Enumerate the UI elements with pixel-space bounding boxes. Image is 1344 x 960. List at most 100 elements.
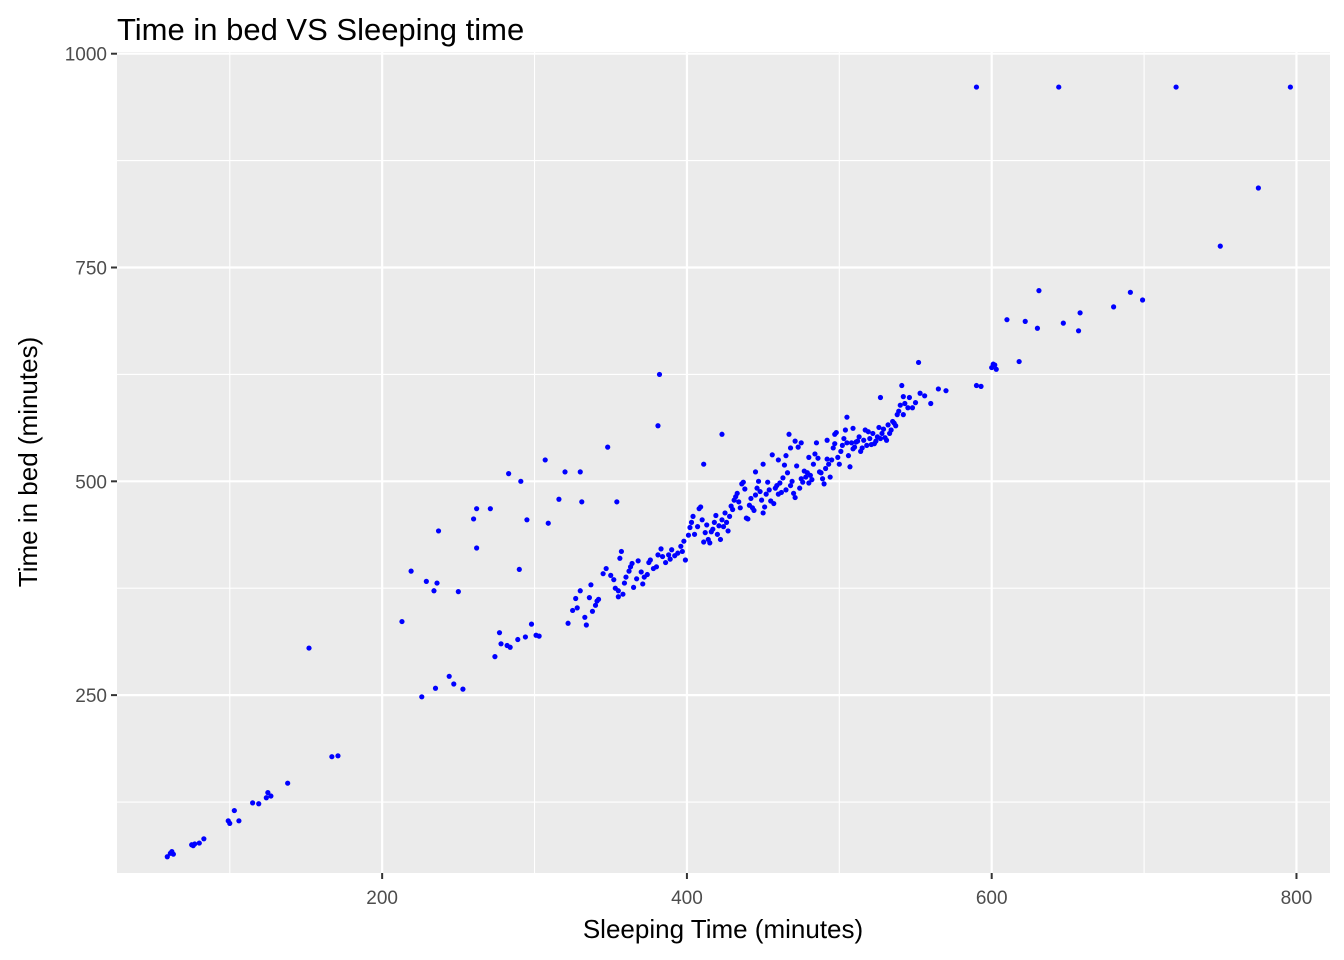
axis-ticks (111, 52, 1298, 879)
data-point (600, 571, 606, 577)
data-point (850, 425, 856, 431)
data-point (812, 451, 818, 457)
data-point (644, 571, 650, 578)
data-point (848, 440, 855, 446)
data-point (615, 588, 621, 594)
data-point (740, 479, 746, 485)
data-point (841, 435, 847, 442)
data-point (745, 516, 751, 522)
data-point (827, 474, 833, 480)
x-axis-title: Sleeping Time (minutes) (583, 914, 863, 944)
data-point (265, 790, 271, 796)
data-point (1022, 318, 1028, 324)
data-point (734, 490, 740, 496)
data-point (635, 558, 641, 564)
data-point (748, 495, 754, 502)
data-point (798, 440, 804, 446)
data-point (1287, 84, 1293, 90)
data-point (611, 577, 617, 583)
data-point (867, 435, 873, 442)
data-point (694, 524, 701, 530)
data-point (231, 807, 237, 814)
data-point (498, 641, 504, 647)
data-point (621, 580, 628, 586)
data-point (565, 620, 571, 626)
data-point (614, 499, 620, 505)
data-point (830, 445, 836, 451)
data-point (880, 426, 887, 432)
data-point (487, 506, 493, 512)
data-point (992, 362, 998, 368)
data-point (170, 851, 176, 857)
data-point (900, 394, 906, 400)
data-point (737, 505, 743, 511)
data-point (790, 490, 797, 496)
data-point (574, 605, 580, 611)
data-point (836, 461, 842, 467)
data-point (716, 523, 722, 529)
y-tick-label: 750 (75, 259, 107, 280)
data-point (707, 540, 713, 546)
data-point (685, 532, 692, 538)
data-point (710, 526, 716, 532)
data-point (701, 539, 707, 545)
data-point (1036, 288, 1042, 294)
data-point (905, 405, 911, 411)
data-point (763, 491, 769, 497)
data-point (754, 485, 760, 491)
data-point (792, 494, 798, 501)
data-point (885, 422, 891, 428)
data-point (201, 836, 207, 842)
data-point (762, 504, 768, 510)
data-point (769, 452, 775, 458)
data-point (787, 482, 794, 489)
data-point (687, 524, 693, 531)
data-point (883, 437, 890, 443)
data-point (682, 557, 689, 563)
data-point (815, 455, 821, 461)
data-point (856, 434, 862, 440)
data-point (659, 553, 666, 560)
data-point (556, 496, 562, 502)
data-point (605, 444, 611, 450)
data-point (844, 440, 850, 446)
data-point (855, 438, 861, 444)
data-point (656, 371, 663, 378)
data-point (777, 480, 783, 486)
chart-title: Time in bed VS Sleeping time (117, 12, 524, 47)
x-tick-label: 400 (671, 888, 703, 909)
data-point (1127, 289, 1133, 295)
data-point (623, 574, 629, 580)
data-point (640, 581, 646, 587)
data-point (752, 469, 759, 475)
data-points (164, 84, 1293, 860)
data-point (1111, 304, 1117, 310)
data-point (865, 429, 871, 435)
data-point (655, 552, 661, 558)
data-point (522, 634, 528, 640)
data-point (630, 584, 637, 590)
data-point (263, 795, 269, 801)
major-gridlines (117, 52, 1330, 873)
data-point (667, 556, 673, 562)
data-point (507, 644, 513, 650)
x-tick-label: 200 (366, 888, 398, 909)
data-point (634, 576, 640, 582)
data-point (691, 531, 698, 537)
data-point (524, 517, 530, 523)
data-point (719, 431, 725, 437)
data-point (847, 464, 853, 470)
data-point (460, 686, 466, 692)
data-point (256, 801, 262, 807)
data-point (900, 412, 906, 418)
data-point (562, 469, 568, 475)
data-point (765, 479, 771, 485)
y-tick-label: 500 (75, 472, 107, 493)
data-point (1075, 328, 1082, 334)
data-point (752, 492, 759, 498)
data-point (893, 423, 899, 429)
data-point (771, 500, 777, 507)
data-point (1077, 310, 1083, 316)
data-point (859, 445, 865, 451)
